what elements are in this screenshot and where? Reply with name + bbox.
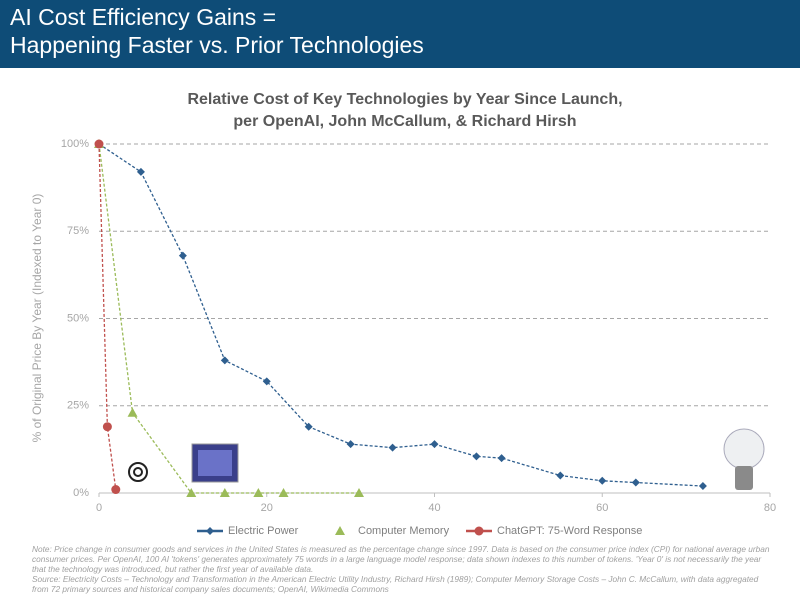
point — [219, 488, 230, 497]
point — [94, 139, 104, 149]
point — [388, 443, 397, 452]
point — [127, 407, 138, 417]
x-tick-label: 20 — [261, 502, 273, 514]
legend-label: Computer Memory — [358, 525, 450, 537]
source: Source: Electricity Costs – Technology a… — [32, 574, 759, 594]
point — [186, 488, 197, 497]
chart: Relative Cost of Key Technologies by Yea… — [30, 91, 776, 537]
y-tick-label: 0% — [73, 487, 89, 499]
y-tick-label: 100% — [61, 138, 89, 150]
point — [111, 485, 121, 495]
note: Note: Price change in consumer goods and… — [32, 544, 770, 574]
x-tick-label: 80 — [764, 502, 776, 514]
header-title: AI Cost Efficiency Gains = — [10, 4, 277, 30]
point — [346, 440, 355, 449]
legend-swatch — [206, 527, 214, 535]
point — [278, 488, 289, 497]
y-tick-label: 25% — [67, 400, 89, 412]
header-title: Happening Faster vs. Prior Technologies — [10, 32, 424, 58]
point — [631, 478, 640, 487]
bulb-icon — [723, 428, 765, 490]
legend-swatch — [335, 526, 345, 535]
x-tick-label: 0 — [96, 502, 102, 514]
chart-title: per OpenAI, John McCallum, & Richard Hir… — [233, 113, 576, 130]
series-line — [98, 143, 360, 494]
series-line — [98, 143, 117, 490]
chart-title: Relative Cost of Key Technologies by Yea… — [187, 91, 622, 108]
header: AI Cost Efficiency Gains = Happening Fas… — [0, 0, 800, 68]
point — [262, 377, 271, 386]
point — [102, 422, 112, 432]
point — [430, 440, 439, 449]
point — [253, 488, 264, 497]
footnotes: Note: Price change in consumer goods and… — [32, 544, 772, 594]
legend-swatch — [474, 526, 484, 536]
x-tick-label: 40 — [428, 502, 440, 514]
legend-label: Electric Power — [228, 525, 299, 537]
point — [598, 476, 607, 485]
point — [136, 167, 145, 176]
point — [698, 482, 707, 491]
point — [354, 488, 365, 497]
point — [497, 454, 506, 463]
legend-label: ChatGPT: 75-Word Response — [497, 525, 642, 537]
openai-icon — [128, 462, 148, 482]
chip-icon — [191, 443, 239, 483]
point — [178, 251, 187, 260]
y-axis-label: % of Original Price By Year (Indexed to … — [30, 194, 44, 443]
series-line — [98, 143, 703, 487]
point — [472, 452, 481, 461]
y-tick-label: 50% — [67, 312, 89, 324]
point — [556, 471, 565, 480]
point — [220, 356, 229, 365]
point — [304, 422, 313, 431]
x-tick-label: 60 — [596, 502, 608, 514]
y-tick-label: 75% — [67, 225, 89, 237]
